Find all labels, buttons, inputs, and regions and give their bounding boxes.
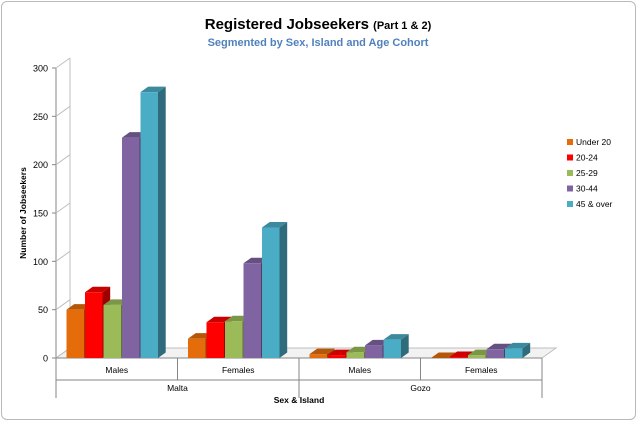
bar-front: [346, 352, 364, 358]
y-depth-tick-6: [55, 57, 71, 69]
bar-top: [140, 86, 166, 93]
y-depth-tick-1: [55, 299, 71, 311]
bar-front: [188, 338, 206, 358]
bar-front: [486, 349, 504, 358]
bar-0-4: [140, 86, 166, 359]
bar-front: [225, 321, 243, 358]
legend-swatch-0: [567, 139, 573, 145]
x-group-label-0: Malta: [167, 383, 188, 393]
bar-3-4: [505, 342, 531, 358]
legend-label-3: 30-44: [576, 184, 598, 194]
bar-top: [486, 343, 512, 350]
bar-front: [468, 355, 486, 358]
chart-title: Registered Jobseekers (Part 1 & 2): [205, 16, 432, 33]
y-tick-label-6: 300: [33, 64, 48, 74]
bar-front: [328, 355, 346, 358]
x-tick-label-2: Males: [348, 365, 371, 375]
x-tick-label-0: Males: [105, 365, 128, 375]
y-depth-tick-3: [55, 202, 71, 214]
bar-top: [309, 348, 335, 355]
bar-front: [140, 92, 158, 359]
bar-top: [383, 334, 409, 340]
x-group-label-1: Gozo: [410, 383, 431, 393]
legend-label-0: Under 20: [576, 137, 611, 147]
legend-label-1: 20-24: [576, 153, 598, 163]
y-tick-label-0: 0: [43, 354, 48, 364]
y-depth-tick-5: [55, 105, 71, 117]
bar-front: [449, 357, 467, 358]
y-depth-tick-4: [55, 154, 71, 166]
y-axis-title: Number of Jobseekers: [18, 167, 28, 259]
bar-3-0: [431, 352, 457, 358]
legend-label-4: 45 & over: [576, 199, 613, 209]
bar-front: [103, 304, 121, 358]
bar-front: [66, 309, 84, 358]
bar-top: [206, 316, 232, 323]
y-tick-label-1: 50: [38, 305, 48, 315]
y-tick-label-3: 150: [33, 209, 48, 219]
bar-front: [85, 292, 103, 358]
bar-top: [431, 352, 457, 358]
y-tick-label-4: 200: [33, 160, 48, 170]
bar-front: [122, 137, 140, 358]
bar-top: [505, 342, 531, 349]
bar-front: [309, 354, 327, 358]
bar-top: [262, 222, 288, 228]
x-axis-title: Sex & Island: [274, 395, 325, 405]
legend-swatch-1: [567, 154, 573, 161]
bar-front: [206, 322, 224, 358]
bar-front: [383, 339, 401, 358]
bar-2-4: [383, 334, 409, 358]
x-tick-label-3: Females: [465, 365, 498, 375]
bar-side: [158, 86, 166, 359]
legend-swatch-3: [567, 185, 573, 192]
chart-subtitle: Segmented by Sex, Island and Age Cohort: [208, 37, 429, 49]
bar-top: [85, 286, 111, 293]
chart-title-suffix: (Part 1 & 2): [373, 20, 431, 32]
bar-side: [522, 342, 531, 358]
legend-swatch-2: [567, 170, 573, 176]
bar-1-4: [262, 222, 288, 358]
bar-front: [505, 348, 523, 358]
bar-side: [401, 334, 409, 358]
legend-swatch-4: [567, 201, 573, 207]
y-tick-label-5: 250: [33, 112, 48, 122]
y-tick-label-2: 100: [33, 257, 48, 267]
legend-label-2: 25-29: [576, 168, 598, 178]
bar-front: [365, 345, 383, 358]
x-tick-label-1: Females: [222, 365, 255, 375]
bar-front: [262, 227, 280, 358]
chart-title-main: Registered Jobseekers: [205, 16, 373, 33]
bar-side: [279, 222, 288, 358]
y-depth-tick-2: [55, 250, 71, 262]
bar-front: [243, 263, 261, 358]
